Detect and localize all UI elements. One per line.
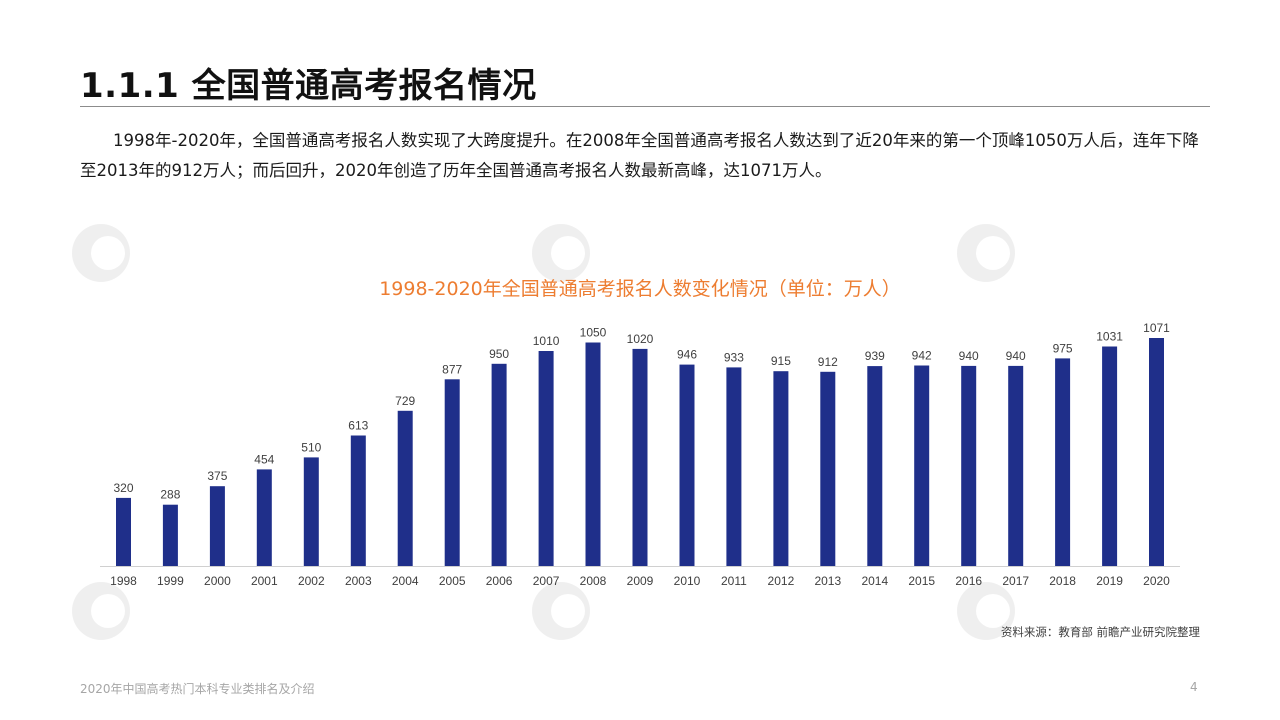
bar-2020 (1149, 338, 1164, 566)
x-tick-label-2014: 2014 (861, 574, 888, 588)
data-label-2001: 454 (254, 452, 274, 466)
data-label-2006: 950 (489, 347, 509, 361)
bar-1998 (116, 497, 131, 566)
bar-2016 (961, 365, 977, 566)
x-tick-label-2017: 2017 (1002, 574, 1029, 588)
bar-2012 (773, 371, 789, 566)
data-label-2015: 942 (912, 349, 932, 363)
bar-2003 (350, 435, 366, 566)
data-label-2005: 877 (442, 362, 462, 376)
data-label-2008: 1050 (580, 326, 607, 340)
x-tick-label-1998: 1998 (110, 574, 137, 588)
bar-2009 (632, 348, 648, 566)
x-tick-label-2000: 2000 (204, 574, 231, 588)
bar-2013 (820, 371, 836, 566)
bar-2005 (444, 379, 460, 566)
data-label-1999: 288 (160, 488, 180, 502)
bar-2019 (1102, 346, 1118, 566)
x-tick-label-2020: 2020 (1143, 574, 1170, 588)
bar-2014 (867, 366, 883, 566)
data-label-2009: 1020 (627, 332, 654, 346)
data-label-2003: 613 (348, 419, 368, 433)
data-label-2014: 939 (865, 349, 885, 363)
x-tick-label-2013: 2013 (814, 574, 841, 588)
bar-2000 (209, 486, 225, 566)
bar-1999 (162, 504, 178, 566)
bar-2017 (1008, 365, 1024, 566)
page-number: 4 (1190, 680, 1198, 694)
title-divider (80, 106, 1210, 107)
data-label-2013: 912 (818, 355, 838, 369)
x-tick-label-1999: 1999 (157, 574, 184, 588)
data-label-2002: 510 (301, 440, 321, 454)
bar-2007 (538, 351, 554, 566)
x-tick-label-2008: 2008 (580, 574, 607, 588)
x-tick-label-2005: 2005 (439, 574, 466, 588)
x-tick-label-2011: 2011 (721, 574, 747, 588)
data-label-2019: 1031 (1096, 330, 1123, 344)
x-tick-label-2018: 2018 (1049, 574, 1076, 588)
x-tick-label-2003: 2003 (345, 574, 372, 588)
bar-2015 (914, 365, 930, 566)
data-label-2010: 946 (677, 348, 697, 362)
source-note: 资料来源：教育部 前瞻产业研究院整理 (1000, 625, 1200, 639)
x-tick-label-2007: 2007 (533, 574, 560, 588)
bar-2001 (256, 469, 272, 566)
x-tick-label-2004: 2004 (392, 574, 419, 588)
x-tick-label-2001: 2001 (251, 574, 278, 588)
bar-2002 (303, 457, 319, 566)
data-label-2000: 375 (207, 469, 227, 483)
data-label-2011: 933 (724, 350, 744, 364)
bar-2004 (397, 410, 413, 566)
data-label-1998: 320 (113, 481, 133, 495)
intro-paragraph: 1998年-2020年，全国普通高考报名人数实现了大跨度提升。在2008年全国普… (80, 131, 1199, 180)
data-label-2016: 940 (959, 349, 979, 363)
data-label-2017: 940 (1006, 349, 1026, 363)
page-title: 1.1.1 全国普通高考报名情况 (80, 66, 537, 106)
bar-2011 (726, 367, 742, 566)
data-label-2004: 729 (395, 394, 415, 408)
data-label-2012: 915 (771, 354, 791, 368)
x-tick-label-2010: 2010 (674, 574, 701, 588)
x-tick-label-2012: 2012 (768, 574, 795, 588)
data-label-2020: 1071 (1143, 321, 1170, 335)
bar-2006 (491, 363, 507, 566)
bar-2008 (585, 342, 601, 566)
bar-2010 (679, 364, 695, 566)
x-tick-label-2015: 2015 (908, 574, 935, 588)
x-tick-label-2002: 2002 (298, 574, 325, 588)
data-label-2007: 1010 (533, 334, 560, 348)
x-tick-label-2016: 2016 (955, 574, 982, 588)
x-tick-label-2006: 2006 (486, 574, 513, 588)
x-tick-label-2019: 2019 (1096, 574, 1123, 588)
chart-title: 1998-2020年全国普通高考报名人数变化情况（单位：万人） (379, 278, 901, 300)
footer-document-title: 2020年中国高考热门本科专业类排名及介绍 (80, 682, 315, 696)
x-tick-label-2009: 2009 (627, 574, 654, 588)
bar-2018 (1055, 358, 1071, 566)
data-label-2018: 975 (1053, 341, 1073, 355)
